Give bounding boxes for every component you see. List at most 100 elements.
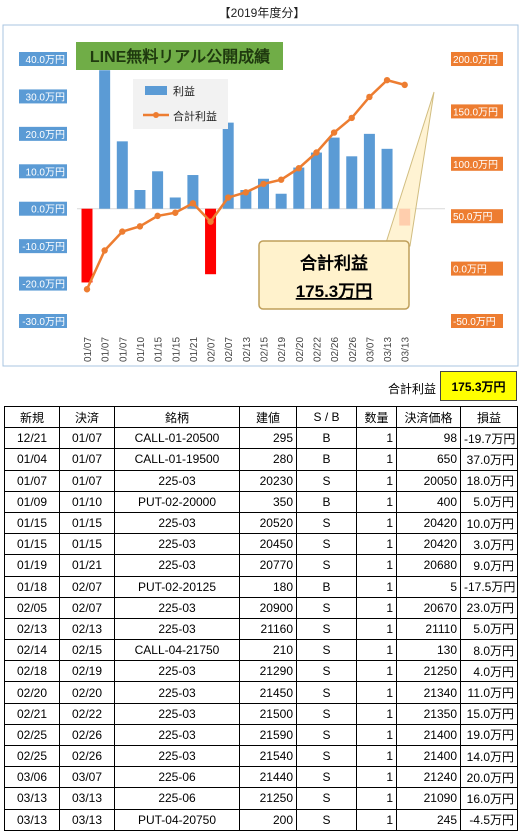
legend-line-label: 合計利益 (173, 109, 217, 123)
cumulative-point (260, 180, 267, 188)
cell-close-price: 21350 (396, 702, 461, 725)
column-header-side: S / B (296, 405, 357, 429)
x-tick-label: 03/13 (383, 337, 394, 362)
cell-close-price: 20050 (396, 469, 461, 492)
cell-close-date: 02/19 (59, 660, 115, 683)
legend-line-marker (153, 112, 159, 118)
left-tick-label: 20.0万円 (26, 130, 65, 141)
cell-side: S (296, 469, 357, 492)
table-row: 02/13 02/13 225-03 21160 S 1 21110 5.0万円 (4, 617, 518, 641)
cell-symbol: 225-03 (114, 554, 240, 577)
right-tick-bg (451, 261, 503, 276)
right-tick-label: -50.0万円 (453, 317, 496, 328)
cell-quantity: 1 (356, 533, 397, 556)
cell-close-price: 20680 (396, 554, 461, 577)
trade-table: 新規 決済 銘柄 建値 S / B 数量 決済価格 損益 12/21 01/07 CALL-01-… (4, 405, 518, 831)
x-tick-label: 01/10 (136, 337, 147, 362)
table-row: 02/05 02/07 225-03 20900 S 1 20670 23.0万円 (4, 596, 518, 619)
cell-symbol: 225-03 (114, 702, 240, 725)
callout-label: 合計利益 (300, 253, 368, 273)
cell-quantity: 1 (356, 554, 397, 577)
cumulative-point (154, 212, 161, 220)
cell-open-date: 01/18 (4, 575, 60, 598)
cell-entry-price: 21250 (239, 787, 297, 810)
cell-symbol: CALL-04-21750 (114, 639, 240, 662)
cell-open-date: 01/15 (4, 511, 60, 535)
table-row: 01/04 01/07 CALL-01-19500 280 B 1 650 37.0万円 (4, 448, 518, 471)
cell-symbol: 225-03 (114, 469, 240, 492)
chart-title: 【2019年度分】 (219, 5, 306, 20)
cell-symbol: 225-03 (114, 723, 240, 747)
cell-quantity: 1 (356, 448, 397, 471)
total-profit-value: 175.3万円 (440, 371, 517, 401)
cell-side: B (296, 575, 357, 598)
x-tick-label: 02/26 (348, 337, 359, 362)
cell-symbol: 225-03 (114, 681, 240, 704)
legend-bar-swatch (145, 86, 167, 95)
cell-quantity: 1 (356, 511, 397, 535)
cell-close-date: 02/15 (59, 639, 115, 662)
cell-pnl: 15.0万円 (460, 702, 518, 725)
cell-quantity: 1 (356, 681, 397, 704)
column-header-close-date: 決済 (59, 405, 115, 429)
cell-entry-price: 280 (239, 448, 297, 471)
cell-entry-price: 21500 (239, 702, 297, 725)
cell-open-date: 03/13 (4, 808, 60, 831)
cell-symbol: PUT-02-20000 (114, 490, 240, 513)
cell-pnl: 20.0万円 (460, 766, 518, 789)
table-row: 02/25 02/26 225-03 21540 S 1 21400 14.0万円 (4, 744, 518, 768)
table-row: 02/25 02/26 225-03 21590 S 1 21400 19.0万円 (4, 723, 518, 747)
cell-symbol: 225-03 (114, 660, 240, 683)
x-tick-label: 01/21 (189, 337, 200, 362)
table-row: 01/19 01/21 225-03 20770 S 1 20680 9.0万円 (4, 554, 518, 577)
cumulative-point (242, 189, 250, 196)
cell-side: S (296, 681, 357, 704)
cell-pnl: 8.0万円 (460, 639, 518, 662)
x-tick-label: 02/15 (260, 337, 271, 362)
right-tick-bg (451, 52, 503, 66)
cell-close-date: 03/13 (59, 787, 115, 810)
cumulative-point (348, 114, 355, 122)
cell-side: S (296, 617, 357, 641)
x-tick-label: 02/20 (295, 337, 306, 362)
left-tick-bg (19, 314, 67, 328)
cell-entry-price: 21590 (239, 723, 297, 747)
right-tick-bg (451, 104, 503, 119)
left-tick-label: 0.0万円 (31, 205, 65, 216)
x-tick-label: 02/07 (224, 337, 235, 362)
left-tick-label: 40.0万円 (26, 55, 65, 66)
profit-bar (293, 167, 305, 209)
cell-side: S (296, 533, 357, 556)
banner-text: LINE無料リアル公開成績 (90, 47, 270, 66)
table-row: 01/15 01/15 225-03 20520 S 1 20420 10.0万円 (4, 511, 518, 535)
left-tick-label: 10.0万円 (26, 167, 65, 178)
cell-close-price: 20420 (396, 511, 461, 535)
left-tick-bg (19, 201, 67, 216)
cell-close-date: 03/13 (59, 808, 115, 831)
cell-pnl: 18.0万円 (460, 469, 518, 492)
cell-quantity: 1 (356, 596, 397, 619)
cell-pnl: 11.0万円 (460, 681, 518, 704)
cell-quantity: 1 (356, 469, 397, 492)
cumulative-point (189, 200, 197, 207)
profit-bar (134, 190, 146, 209)
cumulative-point (277, 176, 285, 183)
cell-close-date: 02/26 (59, 723, 115, 747)
profit-bar (275, 193, 287, 209)
cell-pnl: -4.5万円 (460, 808, 518, 831)
table-row: 03/13 03/13 225-06 21250 S 1 21090 16.0万円 (4, 787, 518, 810)
cell-pnl: 19.0万円 (460, 723, 518, 747)
cell-quantity: 1 (356, 766, 397, 789)
cell-entry-price: 20900 (239, 596, 297, 619)
cell-quantity: 1 (356, 617, 397, 641)
cumulative-point (295, 165, 302, 172)
profit-bar (81, 208, 93, 283)
cell-pnl: 3.0万円 (460, 533, 518, 556)
profit-bar (346, 156, 358, 209)
total-profit-label: 合計利益 (387, 382, 436, 396)
right-tick-bg (451, 314, 503, 328)
left-tick-bg (19, 52, 67, 66)
cell-close-price: 21240 (396, 766, 461, 789)
cell-symbol: PUT-04-20750 (114, 808, 240, 831)
cell-symbol: 225-03 (114, 744, 240, 768)
